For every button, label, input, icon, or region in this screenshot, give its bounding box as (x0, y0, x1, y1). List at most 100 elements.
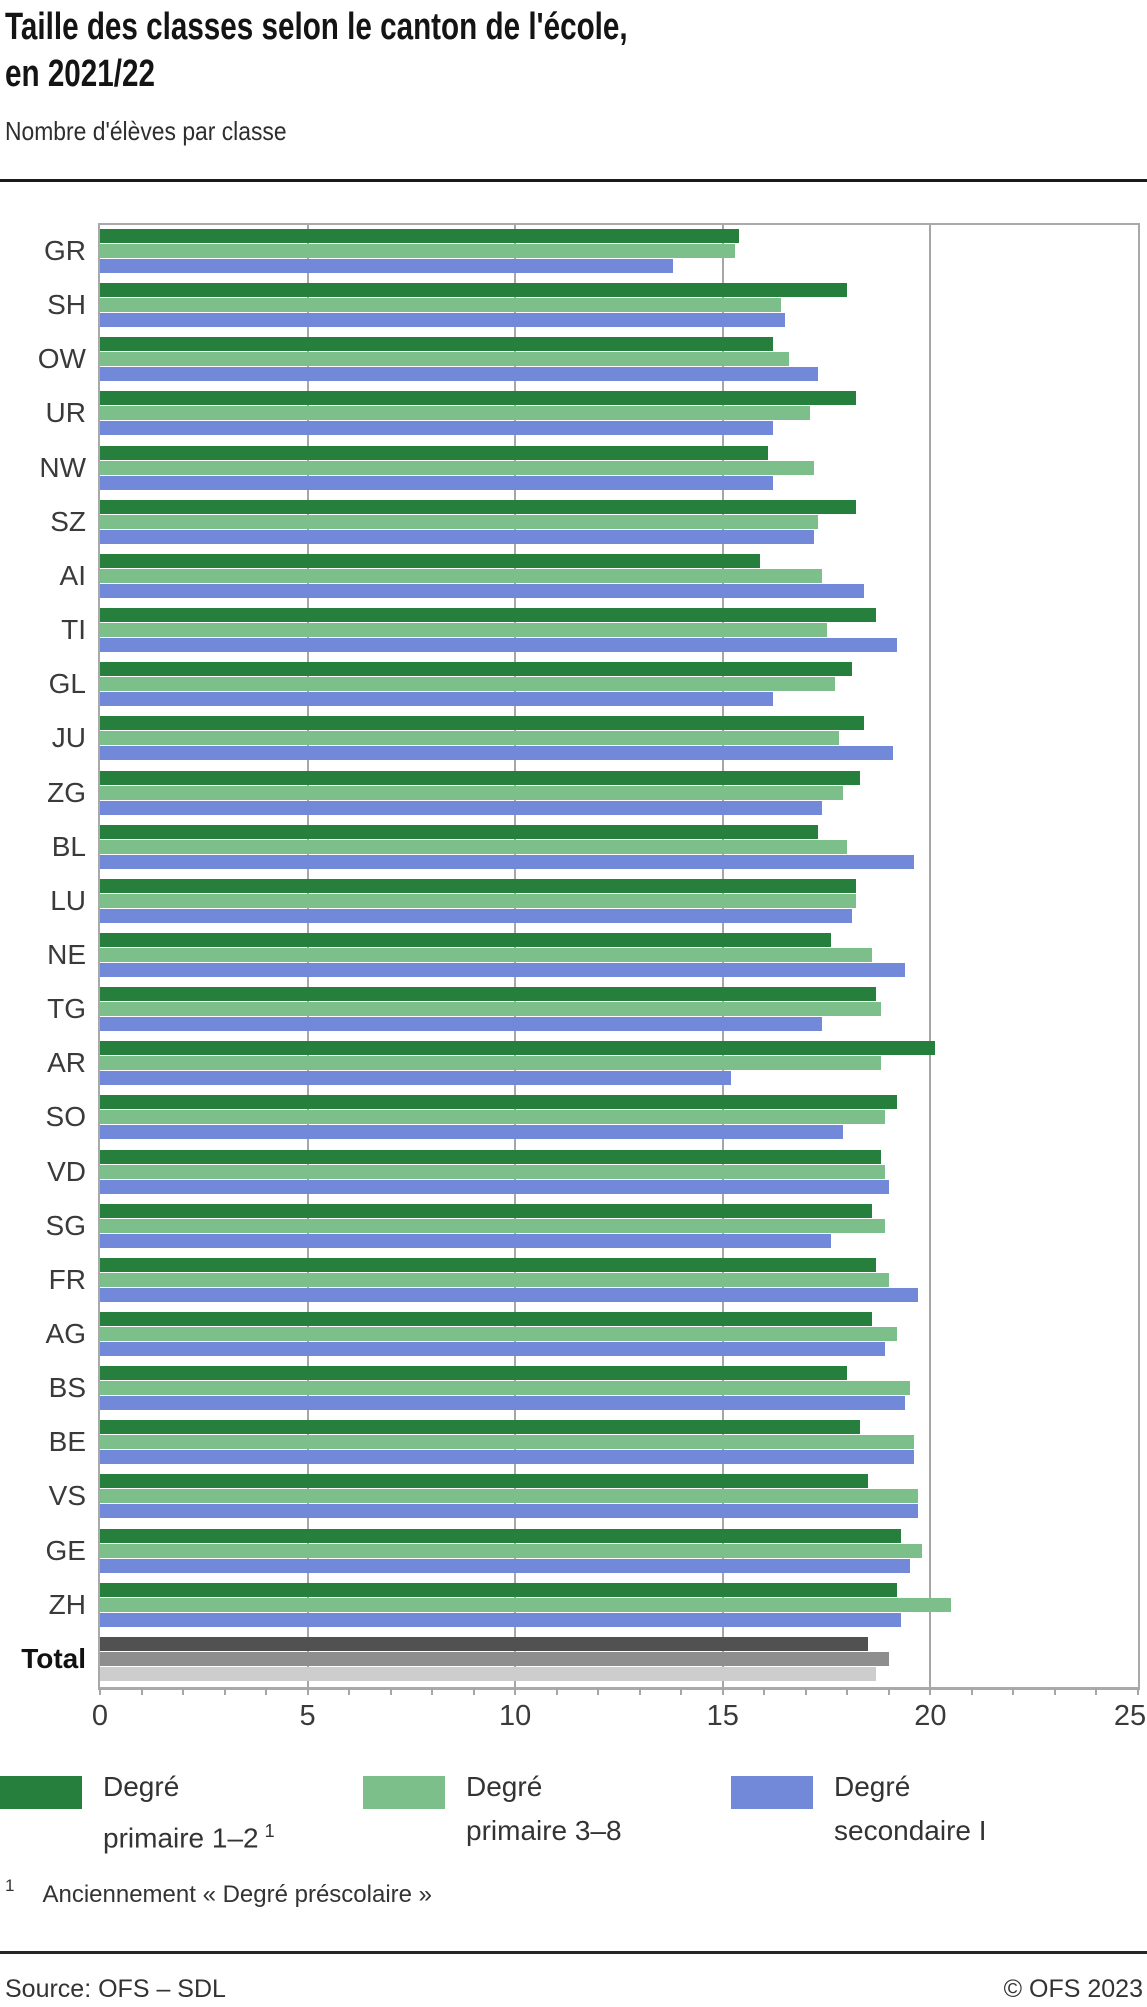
x-tick-16 (763, 1688, 766, 1695)
legend-label-line: primaire 3–8 (466, 1815, 622, 1846)
x-axis (99, 1688, 1139, 1696)
bar-total-series-3 (100, 1666, 877, 1681)
category-label-sg: SG (45, 1209, 86, 1241)
legend-label-primaire-1-2: Degré primaire 1–2 1 (103, 1765, 275, 1860)
bar-vd-series-3 (100, 1179, 889, 1194)
category-label-ju: JU (51, 722, 86, 754)
x-tick-15 (721, 1688, 724, 1695)
x-tick-5 (306, 1688, 309, 1695)
bar-ti-series-2 (100, 623, 827, 638)
category-label-vd: VD (47, 1155, 86, 1187)
bar-sz-series-3 (100, 529, 815, 544)
footnote-text: Anciennement « Degré préscolaire » (42, 1881, 433, 1908)
legend-label-primaire-3-8: Degré primaire 3–8 (466, 1765, 622, 1853)
bar-ag-series-2 (100, 1327, 898, 1341)
bar-tg-series-1 (100, 987, 877, 1002)
source-text: Source: OFS – SDL (5, 1975, 226, 2003)
bar-ag-series-3 (100, 1342, 885, 1356)
bar-fr-series-3 (100, 1287, 918, 1302)
bar-sg-series-3 (100, 1233, 831, 1248)
x-tick-18 (846, 1688, 849, 1695)
page-subtitle: Nombre d'élèves par classe (5, 116, 287, 146)
legend-label-line: Degré (103, 1771, 180, 1802)
bar-ne-series-1 (100, 932, 831, 947)
legend-swatch-secondaire-1 (731, 1776, 813, 1809)
x-tick-21 (970, 1688, 973, 1695)
x-tick-4 (265, 1688, 268, 1695)
bar-zh-series-3 (100, 1612, 902, 1627)
bar-vd-series-2 (100, 1164, 885, 1179)
bar-bl-series-1 (100, 824, 819, 839)
bar-ow-series-3 (100, 367, 819, 382)
footnote-marker: 1 (5, 1876, 15, 1895)
bar-gl-series-3 (100, 692, 773, 707)
category-label-bl: BL (51, 830, 86, 862)
bar-ti-series-3 (100, 638, 898, 653)
bar-zg-series-3 (100, 800, 823, 815)
bar-ge-series-1 (100, 1528, 902, 1543)
x-tick-0 (99, 1688, 101, 1695)
category-label-fr: FR (48, 1263, 86, 1295)
legend-label-secondaire-1: Degré secondaire I (834, 1765, 987, 1853)
x-tick-label-10: 10 (499, 1700, 532, 1732)
bar-be-series-1 (100, 1420, 860, 1435)
bar-total-series-2 (100, 1651, 889, 1666)
bar-fr-series-1 (100, 1257, 877, 1272)
category-label-ow: OW (37, 343, 86, 375)
bar-ge-series-2 (100, 1543, 923, 1558)
legend-label-line: secondaire I (834, 1815, 987, 1846)
category-label-lu: LU (50, 884, 86, 916)
bar-ar-series-1 (100, 1041, 935, 1056)
bar-bl-series-3 (100, 854, 914, 869)
x-tick-20 (929, 1688, 932, 1695)
category-label-zh: ZH (48, 1588, 86, 1620)
category-label-be: BE (48, 1426, 86, 1458)
bar-fr-series-2 (100, 1272, 889, 1287)
bar-bs-series-3 (100, 1396, 906, 1411)
bar-ur-series-3 (100, 421, 773, 436)
x-tick-25 (1137, 1688, 1139, 1695)
bar-vs-series-2 (100, 1489, 918, 1504)
category-label-ne: NE (47, 938, 86, 970)
bar-lu-series-3 (100, 908, 852, 923)
bar-so-series-1 (100, 1095, 898, 1110)
title-line-1: Taille des classes selon le canton de l'… (5, 6, 628, 48)
bar-ai-series-1 (100, 553, 761, 568)
footer-divider (0, 1951, 1147, 1954)
bar-ne-series-2 (100, 947, 873, 962)
bar-sz-series-1 (100, 499, 856, 514)
x-tick-10 (514, 1688, 517, 1695)
x-tick-8 (431, 1688, 434, 1695)
x-tick-1 (140, 1688, 143, 1695)
bar-ju-series-3 (100, 746, 894, 761)
x-tick-12 (597, 1688, 600, 1695)
x-tick-13 (638, 1688, 641, 1695)
category-label-sz: SZ (50, 505, 86, 537)
x-tick-24 (1095, 1688, 1098, 1695)
x-tick-14 (680, 1688, 683, 1695)
x-tick-2 (182, 1688, 185, 1695)
x-tick-19 (887, 1688, 890, 1695)
header-divider (0, 179, 1147, 182)
bar-ju-series-1 (100, 716, 864, 731)
bar-ur-series-1 (100, 391, 856, 406)
bar-ow-series-2 (100, 352, 790, 367)
bar-be-series-3 (100, 1450, 914, 1465)
x-tick-22 (1012, 1688, 1015, 1695)
category-label-ai: AI (59, 559, 86, 591)
page-title: Taille des classes selon le canton de l'… (5, 4, 628, 98)
bar-nw-series-2 (100, 460, 815, 475)
footnote: 1 Anciennement « Degré préscolaire » (5, 1876, 433, 1909)
bar-bl-series-2 (100, 839, 848, 854)
category-label-nw: NW (39, 451, 86, 483)
bar-total-series-1 (100, 1636, 869, 1651)
bar-bs-series-2 (100, 1381, 910, 1396)
bar-ai-series-2 (100, 568, 823, 583)
bar-zg-series-1 (100, 770, 860, 785)
x-tick-23 (1053, 1688, 1056, 1695)
bar-ju-series-2 (100, 731, 840, 746)
legend-swatch-primaire-3-8 (363, 1776, 445, 1809)
x-tick-11 (555, 1688, 558, 1695)
bar-lu-series-1 (100, 878, 856, 893)
category-label-gr: GR (44, 235, 86, 266)
